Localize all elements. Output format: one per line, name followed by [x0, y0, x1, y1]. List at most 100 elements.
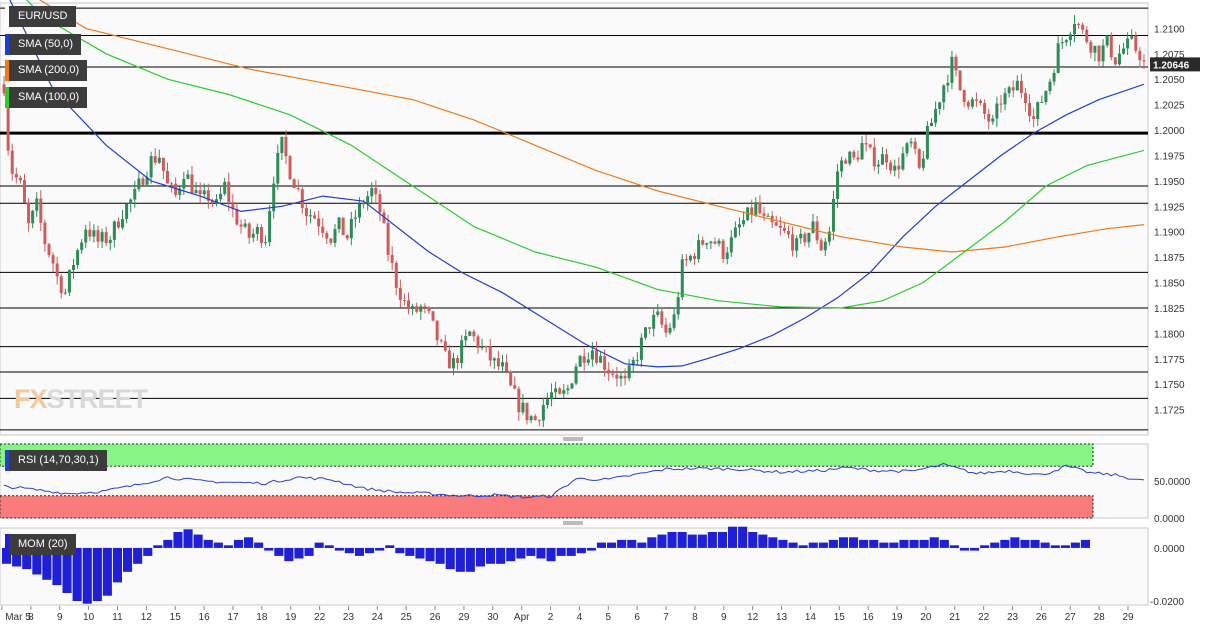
- candle-down: [750, 207, 754, 215]
- momentum-bar: [647, 537, 657, 548]
- momentum-bar: [435, 547, 445, 564]
- sma200-label[interactable]: SMA (200,0): [5, 60, 88, 81]
- candle-down: [170, 183, 174, 185]
- candle-down: [362, 203, 366, 205]
- momentum-bar: [889, 542, 899, 548]
- candle-down: [1138, 50, 1142, 61]
- momentum-bar: [990, 542, 1000, 548]
- candle-down: [762, 213, 766, 216]
- candle-up: [194, 190, 198, 194]
- candle-up: [1048, 81, 1052, 92]
- candle-up: [125, 203, 129, 220]
- candle-up: [186, 174, 190, 179]
- candle-down: [227, 181, 231, 203]
- date-tick-label: 14: [805, 612, 817, 623]
- candle-down: [958, 70, 962, 91]
- candle-down: [435, 320, 439, 341]
- candle-down: [917, 149, 921, 168]
- date-tick-label: 22: [314, 612, 326, 623]
- price-tick-label: 1.1825: [1154, 304, 1185, 315]
- candle-up: [419, 306, 423, 312]
- momentum-bar: [254, 542, 264, 548]
- candle-up: [836, 171, 840, 199]
- candle-up: [255, 227, 259, 234]
- momentum-bar: [828, 539, 838, 548]
- candle-down: [288, 156, 292, 180]
- candle-down: [987, 113, 991, 122]
- candle-down: [1077, 23, 1081, 25]
- candle-down: [660, 311, 664, 325]
- momentum-bar: [838, 537, 848, 548]
- candle-down: [537, 420, 541, 422]
- candle-down: [415, 306, 419, 312]
- momentum-label[interactable]: MOM (20): [5, 534, 76, 555]
- candle-up: [137, 178, 141, 190]
- candle-down: [431, 311, 435, 321]
- candle-up: [84, 229, 88, 243]
- rsi-tick-label: 0.0000: [1154, 514, 1185, 525]
- candle-up: [840, 160, 844, 172]
- date-tick-label: 8: [28, 612, 34, 623]
- candle-up: [92, 230, 96, 237]
- candle-up: [1007, 87, 1011, 94]
- price-tick-label: 1.2025: [1154, 101, 1185, 112]
- momentum-tick-label: -0.0200: [1150, 597, 1184, 608]
- candle-down: [190, 174, 194, 194]
- price-tick-label: 1.1975: [1154, 151, 1185, 162]
- candle-down: [1142, 60, 1146, 62]
- candle-down: [198, 190, 202, 195]
- candle-down: [59, 276, 63, 294]
- candle-down: [844, 160, 848, 164]
- candle-down: [484, 346, 488, 348]
- candle-up: [823, 241, 827, 251]
- momentum-bar: [808, 542, 818, 548]
- sma100-label[interactable]: SMA (100,0): [5, 87, 88, 108]
- rsi-label[interactable]: RSI (14,70,30,1): [5, 450, 107, 471]
- candle-down: [439, 340, 443, 342]
- candle-up: [566, 388, 570, 391]
- candle-up: [468, 331, 472, 336]
- momentum-bar: [324, 545, 334, 548]
- candle-up: [333, 229, 337, 243]
- candle-down: [296, 188, 300, 190]
- date-tick-label: Mar 5: [5, 612, 31, 623]
- candle-down: [856, 157, 860, 160]
- candle-down: [329, 238, 333, 243]
- momentum-bar: [496, 547, 506, 564]
- candle-down: [27, 202, 31, 224]
- date-tick-label: 26: [430, 612, 442, 623]
- candle-down: [803, 233, 807, 243]
- instrument-label[interactable]: EUR/USD: [5, 6, 76, 27]
- candle-down: [284, 136, 288, 157]
- sma-line-100: [25, 0, 1145, 309]
- sma50-label[interactable]: SMA (50,0): [5, 34, 82, 55]
- candle-down: [496, 358, 500, 367]
- candle-up: [411, 306, 415, 309]
- candle-up: [921, 158, 925, 168]
- price-tick-label: 1.1875: [1154, 253, 1185, 264]
- price-tick-label: 1.1775: [1154, 355, 1185, 366]
- candle-down: [1089, 42, 1093, 53]
- momentum-bar: [707, 532, 717, 548]
- candle-up: [909, 141, 913, 144]
- candle-up: [619, 375, 623, 379]
- candle-down: [292, 179, 296, 189]
- candle-down: [864, 143, 868, 145]
- candle-up: [1040, 102, 1044, 104]
- rsi-tick-label: 50.0000: [1154, 477, 1191, 488]
- candle-up: [550, 392, 554, 400]
- momentum-bar: [627, 539, 637, 548]
- momentum-bar: [365, 547, 375, 554]
- candle-up: [811, 221, 815, 233]
- price-tick-label: 1.1925: [1154, 202, 1185, 213]
- candle-up: [1068, 34, 1072, 41]
- momentum-bar: [133, 547, 143, 564]
- candle-up: [1105, 35, 1109, 46]
- candle-up: [570, 383, 574, 389]
- momentum-bar: [42, 547, 52, 580]
- candle-down: [782, 227, 786, 231]
- candle-up: [754, 202, 758, 215]
- candle-down: [1113, 57, 1117, 65]
- date-tick-label: 25: [401, 612, 413, 623]
